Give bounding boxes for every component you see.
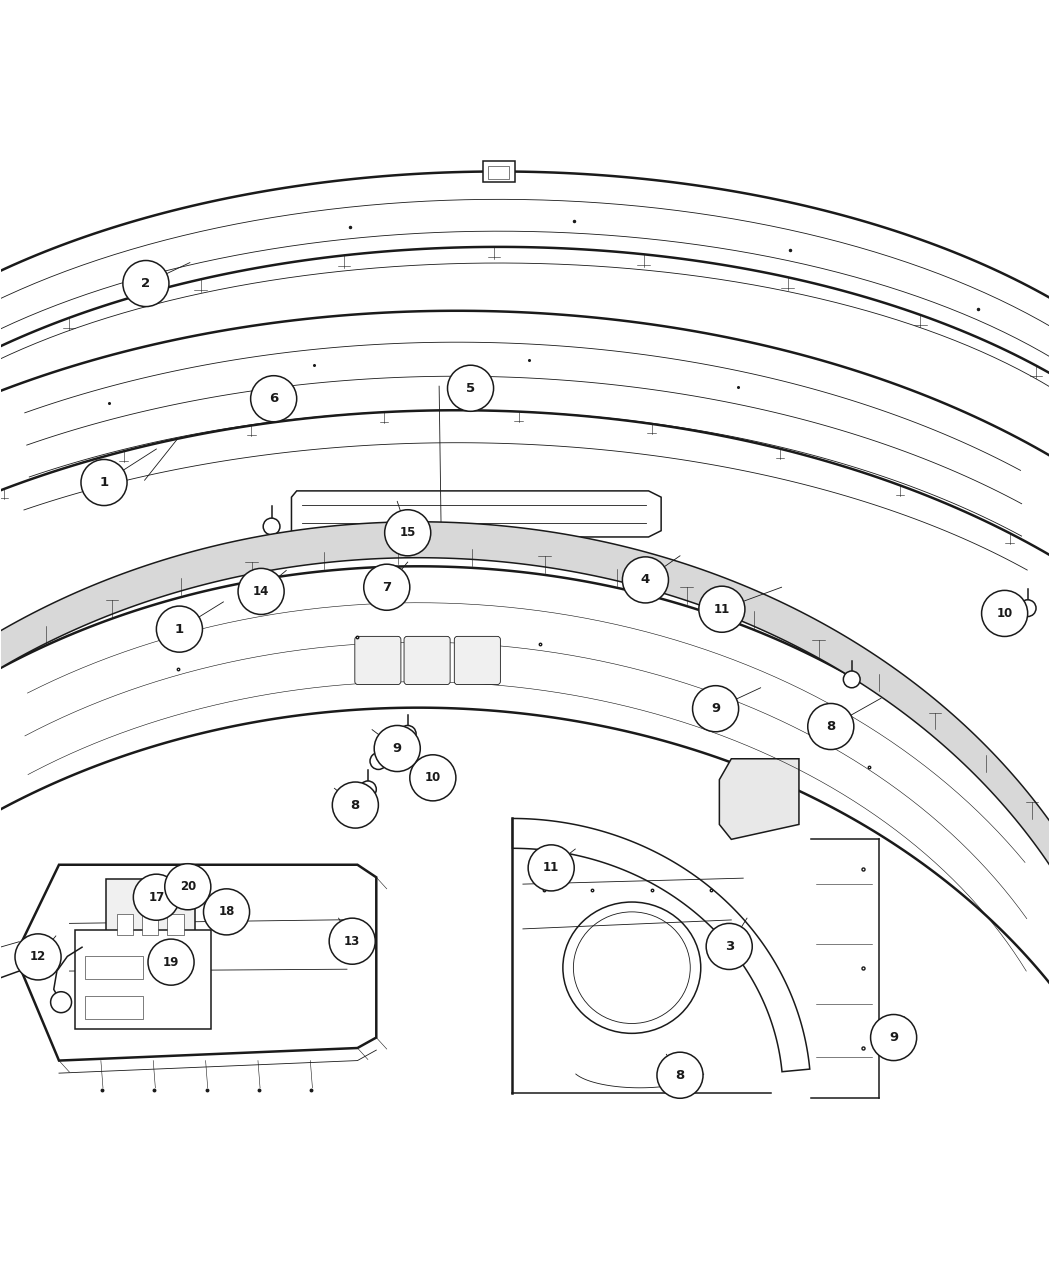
Circle shape [447,365,494,412]
Text: 7: 7 [382,580,392,594]
Polygon shape [0,172,1050,548]
Text: 8: 8 [675,1068,685,1081]
Circle shape [204,889,250,935]
Text: 9: 9 [711,703,720,715]
Circle shape [133,875,180,921]
Circle shape [363,565,410,611]
Circle shape [359,782,376,798]
Text: 20: 20 [180,880,196,894]
Circle shape [374,725,420,771]
Circle shape [399,725,416,742]
Circle shape [148,940,194,986]
Circle shape [982,590,1028,636]
FancyBboxPatch shape [355,636,401,685]
FancyBboxPatch shape [488,166,509,178]
Text: 15: 15 [399,527,416,539]
FancyBboxPatch shape [85,996,143,1019]
Polygon shape [0,311,1050,861]
FancyBboxPatch shape [106,880,195,947]
FancyBboxPatch shape [404,636,450,685]
FancyBboxPatch shape [455,636,501,685]
Text: 8: 8 [351,798,360,812]
Text: 3: 3 [724,940,734,952]
Circle shape [843,671,860,687]
Circle shape [1020,599,1036,617]
Circle shape [528,845,574,891]
Text: 12: 12 [29,950,46,964]
Circle shape [370,752,386,769]
Text: 1: 1 [100,476,108,490]
Circle shape [50,992,71,1012]
Text: 2: 2 [142,277,150,289]
Circle shape [238,569,285,615]
Text: 11: 11 [714,603,730,616]
Text: 5: 5 [466,381,475,395]
Circle shape [15,933,61,980]
Text: 14: 14 [253,585,269,598]
Text: 19: 19 [163,956,180,969]
Polygon shape [0,566,1050,1210]
FancyBboxPatch shape [167,914,184,935]
Circle shape [264,518,280,536]
Text: 8: 8 [826,720,836,733]
Text: 10: 10 [424,771,441,784]
FancyBboxPatch shape [142,914,159,935]
Circle shape [251,376,297,422]
Text: 18: 18 [218,905,235,918]
Text: 10: 10 [996,607,1013,620]
Text: 1: 1 [175,622,184,636]
Text: 9: 9 [393,742,402,755]
Polygon shape [512,819,810,1072]
Circle shape [870,1015,917,1061]
Text: 9: 9 [889,1031,898,1044]
Circle shape [707,923,752,969]
Circle shape [123,260,169,306]
Polygon shape [19,864,376,1061]
FancyBboxPatch shape [483,161,514,182]
FancyBboxPatch shape [75,929,211,1029]
Circle shape [384,510,430,556]
Text: 17: 17 [148,891,165,904]
Text: 11: 11 [543,862,560,875]
FancyBboxPatch shape [117,914,133,935]
Polygon shape [292,491,662,537]
Polygon shape [0,521,1050,1034]
Circle shape [693,686,738,732]
Circle shape [332,782,378,827]
Text: 13: 13 [344,935,360,947]
Circle shape [807,704,854,750]
Text: 4: 4 [640,574,650,586]
FancyBboxPatch shape [85,956,143,979]
Circle shape [329,918,375,964]
Circle shape [623,557,669,603]
Text: 6: 6 [269,393,278,405]
Circle shape [165,863,211,910]
Circle shape [699,586,744,632]
Circle shape [156,606,203,652]
Circle shape [410,755,456,801]
Circle shape [81,459,127,506]
Polygon shape [719,759,799,839]
Circle shape [657,1052,704,1098]
